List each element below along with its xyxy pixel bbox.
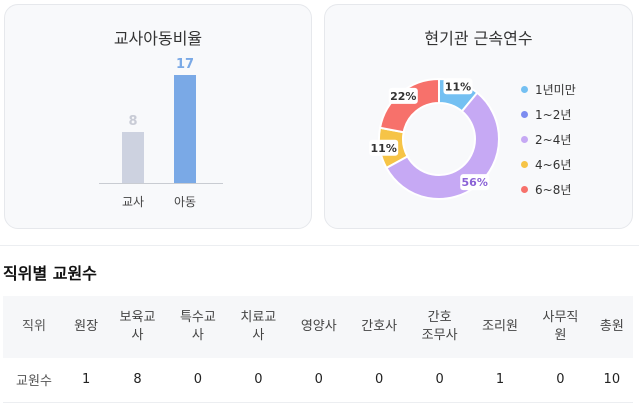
row-label: 교원수	[16, 374, 52, 390]
bar-value-label: 8	[128, 114, 138, 130]
slice-percent-label: 11%	[445, 80, 471, 93]
column-header: 원장	[74, 319, 99, 334]
column-header: 총원	[599, 319, 624, 334]
slice-percent-label: 11%	[371, 142, 397, 155]
legend-dot-icon	[521, 111, 528, 118]
table-cell: 8	[133, 372, 142, 388]
table-cell: 0	[375, 372, 384, 388]
column-header: 간호 조무사	[421, 310, 458, 343]
legend-dot-icon	[521, 161, 528, 168]
slice-percent-label: 56%	[462, 176, 488, 189]
column-header: 조리원	[482, 319, 518, 334]
legend-dot-icon	[521, 136, 528, 143]
tenure-card: 현기관 근속연수 11% 56% 11% 22% 1년미만 1~2년 2~4년 4~6년 6~…	[324, 4, 633, 229]
legend-dot-icon	[521, 186, 528, 193]
legend-item: 1년미만	[521, 77, 576, 102]
table-cell: 0	[254, 372, 263, 388]
slice-percent-label: 22%	[390, 90, 416, 103]
table-cell: 0	[556, 372, 565, 388]
legend-item: 4~6년	[521, 152, 576, 177]
ratio-card-title: 교사아동비율	[113, 29, 203, 48]
bar-아동	[174, 75, 196, 183]
table-header-row: 직위 원장 보육교 사 특수교 사 치료교 사 영양사 간호사 간호 조무사 조리원 사무직 원 총원	[3, 296, 633, 358]
legend-dot-icon	[521, 86, 528, 93]
legend-item: 1~2년	[521, 102, 576, 127]
bar-value-label: 17	[175, 57, 195, 72]
donut-slice-6~8년	[378, 77, 440, 134]
table-cell: 1	[82, 372, 91, 388]
slice-label-bg	[460, 174, 490, 191]
bar-category-label: 교사	[121, 195, 145, 209]
column-header: 특수교 사	[179, 310, 216, 343]
bar-교사	[122, 132, 144, 183]
table-cell: 0	[314, 372, 323, 388]
column-header: 영양사	[300, 319, 337, 334]
slice-label-bg	[388, 87, 418, 104]
table-row: 교원수 1 8 0 0 0 0 0 1 0 10	[3, 358, 633, 402]
tenure-legend: 1년미만 1~2년 2~4년 4~6년 6~8년	[521, 77, 576, 202]
legend-label: 4~6년	[535, 158, 572, 172]
slice-label-bg	[443, 78, 473, 95]
slice-label-bg	[369, 139, 399, 156]
tenure-card-title: 현기관 근속연수	[424, 29, 533, 48]
column-header: 사무직 원	[542, 310, 579, 343]
table-cell: 0	[193, 372, 203, 388]
bar-baseline	[99, 183, 223, 184]
table-cell: 10	[603, 372, 621, 388]
staff-table: 직위 원장 보육교 사 특수교 사 치료교 사 영양사 간호사 간호 조무사 조리원 사무직 원 총원 교원수…	[3, 296, 633, 403]
teacher-child-ratio-card: 교사아동비율 8 교사 17 아동	[4, 4, 312, 229]
legend-item: 6~8년	[521, 177, 576, 202]
column-header: 보육교 사	[119, 310, 156, 343]
column-header: 치료교 사	[240, 310, 277, 343]
legend-label: 6~8년	[535, 183, 572, 197]
legend-item: 2~4년	[521, 127, 576, 152]
legend-label: 2~4년	[535, 133, 572, 147]
donut-slice-2~4년	[385, 91, 500, 200]
column-header: 간호사	[361, 319, 398, 334]
column-header: 직위	[22, 319, 46, 334]
legend-label: 1년미만	[535, 83, 576, 97]
staff-section-title: 직위별 교원수	[3, 264, 97, 283]
legend-label: 1~2년	[535, 108, 572, 122]
bar-category-label: 아동	[173, 195, 197, 209]
section-divider	[0, 245, 639, 246]
table-cell: 1	[495, 372, 505, 388]
table-cell: 0	[435, 372, 444, 388]
tenure-donut-chart: 11% 56% 11% 22%	[369, 77, 500, 200]
